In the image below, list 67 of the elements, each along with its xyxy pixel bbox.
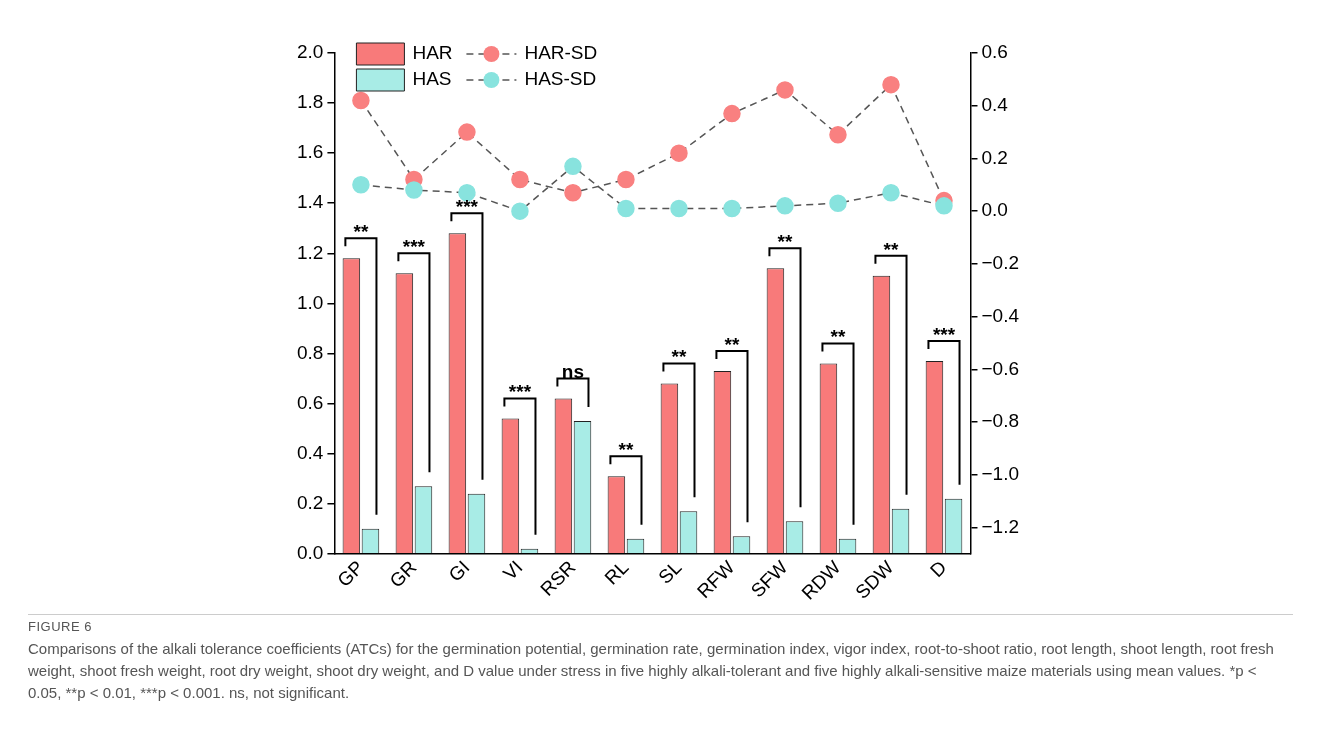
- annotation: ***: [455, 196, 479, 218]
- annotation: **: [353, 221, 369, 243]
- x-tick-label: D: [925, 556, 951, 582]
- point: [564, 157, 582, 176]
- y2-tick-label: −0.8: [981, 410, 1020, 432]
- y2-tick-label: 0.4: [981, 93, 1009, 115]
- annotation: **: [618, 438, 634, 460]
- y-tick-label: 1.8: [296, 91, 324, 113]
- y-tick-label: 1.6: [296, 141, 324, 163]
- annotation: ***: [508, 381, 532, 403]
- annotation: **: [777, 231, 793, 253]
- y2-tick-label: −0.4: [981, 304, 1020, 326]
- y-tick-label: 0.2: [296, 491, 324, 513]
- point: [723, 104, 741, 123]
- point: [564, 183, 582, 202]
- y-tick-label: 0.6: [296, 391, 324, 413]
- x-tick-label: GI: [444, 556, 474, 586]
- annotation: ***: [402, 236, 426, 258]
- point: [776, 81, 794, 99]
- point: [617, 199, 635, 218]
- y-tick-label: 0.8: [296, 341, 324, 363]
- point: [458, 123, 476, 141]
- legend-label: HAR-SD: [524, 42, 598, 64]
- point: [405, 181, 423, 199]
- x-tick-label: VI: [498, 556, 527, 585]
- y-tick-label: 1.4: [296, 191, 324, 213]
- y2-tick-label: −1.0: [981, 462, 1020, 484]
- x-tick-label: GR: [385, 556, 421, 592]
- point: [670, 144, 688, 162]
- y2-tick-label: 0.6: [981, 41, 1008, 63]
- y2-tick-label: −1.2: [981, 515, 1020, 537]
- point: [352, 176, 370, 194]
- x-tick-label: SL: [654, 556, 686, 588]
- point: [776, 197, 794, 215]
- point: [617, 170, 635, 189]
- y-tick-label: 0.0: [296, 542, 324, 564]
- point: [882, 75, 900, 94]
- point: [511, 202, 529, 220]
- y-tick-label: 1.0: [296, 291, 324, 313]
- point: [723, 199, 741, 218]
- legend-label: HAR: [412, 42, 453, 64]
- y-tick-label: 0.4: [296, 441, 324, 463]
- annotation: ns: [561, 361, 585, 383]
- y-tick-label: 2.0: [296, 41, 324, 63]
- y2-tick-label: 0.0: [981, 199, 1008, 221]
- point: [670, 199, 688, 218]
- x-tick-label: GP: [333, 556, 368, 591]
- y-tick-label: 1.2: [296, 241, 324, 263]
- legend-label: HAS-SD: [524, 68, 597, 90]
- y2-tick-label: 0.2: [981, 146, 1008, 168]
- y2-tick-label: −0.6: [981, 357, 1020, 379]
- point: [829, 194, 847, 212]
- legend-label: HAS: [412, 68, 452, 90]
- point: [511, 170, 529, 189]
- y2-tick-label: −0.2: [981, 252, 1020, 274]
- annotation: **: [883, 238, 899, 260]
- point: [935, 197, 953, 215]
- point: [352, 91, 370, 110]
- annotation: **: [724, 333, 740, 355]
- annotation: ***: [932, 323, 956, 345]
- text: Comparisons of the alkali tolerance coefficients (ATCs) for the germination potential, germination rate, germination index, vigor index, root-to-shoot ratio, root length, shoot length, root fresh weight, shoot fresh weight, root dry weight, shoot dry weight, and D value under stress in five highly alkali-tolerant and five highly alkali-sensitive maize materials using mean values. *p < 0.05, **p < 0.01, ***p < 0.001. ns, not significant.: [28, 639, 1275, 703]
- caption: FIGURE 6: [28, 619, 93, 634]
- annotation: **: [671, 346, 687, 368]
- annotation: **: [830, 326, 846, 348]
- x-tick-label: RL: [600, 556, 633, 589]
- point: [882, 183, 900, 202]
- point: [829, 125, 847, 144]
